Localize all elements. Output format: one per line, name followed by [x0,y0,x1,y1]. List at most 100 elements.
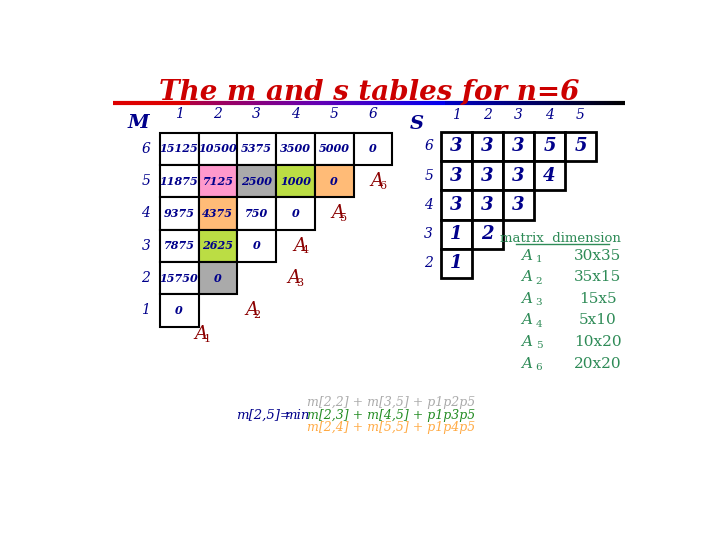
Text: 2: 2 [536,276,542,286]
Text: 4: 4 [545,108,554,122]
FancyBboxPatch shape [441,161,472,190]
Text: 4: 4 [544,167,556,185]
Text: m[2,3] + m[4,5] + p1p3p5: m[2,3] + m[4,5] + p1p3p5 [307,409,475,422]
Text: 3: 3 [424,227,433,241]
Text: 10x20: 10x20 [574,335,621,349]
FancyBboxPatch shape [276,197,315,230]
Text: 7875: 7875 [163,240,194,251]
Text: 15750: 15750 [160,273,199,284]
Text: m[2,5]=: m[2,5]= [235,409,291,422]
Text: 5: 5 [536,341,542,350]
Text: 1: 1 [536,255,542,264]
Text: A: A [521,292,532,306]
Text: 5: 5 [544,137,556,156]
Text: A: A [521,271,532,285]
FancyBboxPatch shape [315,165,354,197]
Text: 0: 0 [330,176,338,186]
Text: 4: 4 [291,107,300,121]
Text: M: M [128,114,150,132]
Text: 0: 0 [175,305,183,316]
Text: 15125: 15125 [160,143,199,154]
Text: 6: 6 [141,141,150,156]
Text: 6: 6 [424,139,433,153]
Text: 15x5: 15x5 [579,292,616,306]
Text: 3: 3 [513,196,525,214]
Text: 2: 2 [213,107,222,121]
FancyBboxPatch shape [160,230,199,262]
FancyBboxPatch shape [160,197,199,230]
Text: 3: 3 [514,108,523,122]
Text: 3: 3 [252,107,261,121]
Text: 6: 6 [536,363,542,372]
FancyBboxPatch shape [160,165,199,197]
Text: 35x15: 35x15 [574,271,621,285]
FancyBboxPatch shape [199,197,238,230]
Text: 7125: 7125 [202,176,233,186]
Text: 5: 5 [575,137,587,156]
Text: 3: 3 [513,167,525,185]
Text: 11875: 11875 [160,176,199,186]
Text: 1: 1 [203,334,210,344]
Text: 5x10: 5x10 [579,313,616,327]
Text: 3500: 3500 [280,143,311,154]
Text: 4: 4 [302,245,309,255]
Text: 10500: 10500 [199,143,238,154]
FancyBboxPatch shape [472,161,503,190]
Text: 1000: 1000 [280,176,311,186]
Text: 2625: 2625 [202,240,233,251]
Text: A: A [371,172,384,190]
Text: 5: 5 [141,174,150,188]
FancyBboxPatch shape [534,132,565,161]
Text: 4375: 4375 [202,208,233,219]
FancyBboxPatch shape [503,161,534,190]
Text: 0: 0 [369,143,377,154]
Text: 0: 0 [214,273,222,284]
Text: 6: 6 [369,107,377,121]
Text: 1: 1 [450,254,463,273]
FancyBboxPatch shape [199,230,238,262]
FancyBboxPatch shape [441,220,472,249]
Text: 2: 2 [483,108,492,122]
Text: 3: 3 [141,239,150,253]
Text: 3: 3 [482,167,494,185]
Text: A: A [521,313,532,327]
FancyBboxPatch shape [472,132,503,161]
FancyBboxPatch shape [441,249,472,278]
Text: m[2,4] + m[5,5] + p1p4p5: m[2,4] + m[5,5] + p1p4p5 [307,421,475,434]
FancyBboxPatch shape [503,190,534,220]
Text: 5: 5 [424,168,433,183]
Text: matrix  dimension: matrix dimension [500,232,621,245]
FancyBboxPatch shape [534,161,565,190]
Text: 5000: 5000 [319,143,350,154]
Text: 6: 6 [379,181,386,191]
Text: 1: 1 [175,107,184,121]
FancyBboxPatch shape [441,132,472,161]
Text: 30x35: 30x35 [574,249,621,263]
FancyBboxPatch shape [238,132,276,165]
Text: A: A [521,356,532,370]
FancyBboxPatch shape [160,262,199,294]
FancyBboxPatch shape [276,165,315,197]
Text: 4: 4 [141,206,150,220]
Text: 5: 5 [330,107,338,121]
Text: 4: 4 [424,198,433,212]
Text: 3: 3 [450,137,463,156]
Text: 1: 1 [450,225,463,243]
Text: 0: 0 [292,208,300,219]
FancyBboxPatch shape [472,220,503,249]
FancyBboxPatch shape [199,165,238,197]
Text: A: A [194,325,207,343]
Text: 3: 3 [450,196,463,214]
FancyBboxPatch shape [565,132,596,161]
Text: A: A [521,249,532,263]
FancyBboxPatch shape [238,165,276,197]
FancyBboxPatch shape [199,132,238,165]
Text: 2: 2 [424,256,433,271]
FancyBboxPatch shape [315,132,354,165]
FancyBboxPatch shape [354,132,392,165]
Text: 3: 3 [482,137,494,156]
Text: 1: 1 [141,303,150,318]
Text: 3: 3 [513,137,525,156]
Text: A: A [521,335,532,349]
FancyBboxPatch shape [472,190,503,220]
